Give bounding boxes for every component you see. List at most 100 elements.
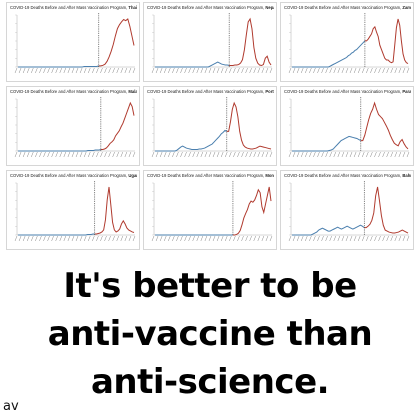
x-tick-label: [253, 151, 256, 158]
x-tick-label: [366, 67, 369, 74]
series-after-vaccination: [364, 18, 409, 64]
x-tick-label: [200, 67, 204, 74]
x-tick-label: [55, 67, 58, 74]
x-tick-label: [124, 67, 128, 74]
x-tick-label: [378, 235, 381, 242]
x-tick-label: [151, 235, 155, 242]
x-tick-label: [132, 67, 136, 74]
chart-panel-uganda: COVID-19 Deaths Before and After Mass Va…: [6, 170, 140, 250]
slogan: It's better to be anti-vaccine than anti…: [0, 262, 420, 406]
x-tick-label: [220, 67, 224, 74]
x-tick-label: [349, 67, 353, 74]
x-tick-label: [155, 235, 159, 242]
x-tick-label: [370, 67, 373, 74]
x-tick-label: [188, 151, 191, 158]
signature: av: [3, 399, 19, 414]
x-tick-label: [216, 235, 220, 242]
x-tick-label: [120, 151, 124, 158]
x-tick-label: [75, 151, 79, 158]
chart-svg: [288, 181, 410, 242]
x-tick-label: [406, 67, 410, 74]
chart-panel-mongolia: COVID-19 Deaths Before and After Mass Va…: [143, 170, 277, 250]
slogan-line-1: It's better to be: [63, 266, 357, 306]
x-tick-label: [386, 67, 389, 74]
chart-title-country: Malaysia: [128, 89, 137, 94]
series-after-vaccination: [232, 186, 272, 236]
x-tick-label: [88, 151, 91, 158]
chart-title-text: COVID-19 Deaths Before and After Mass Va…: [10, 5, 129, 10]
x-tick-label: [317, 235, 320, 242]
x-tick-label: [163, 67, 167, 74]
x-tick-label: [241, 151, 244, 158]
x-tick-label: [353, 67, 357, 74]
x-tick-label: [296, 235, 300, 242]
x-tick-label: [35, 151, 38, 158]
chart-title-text: COVID-19 Deaths Before and After Mass Va…: [147, 173, 266, 178]
x-tick-label: [208, 151, 212, 158]
x-tick-label: [176, 235, 179, 242]
chart-panel-thailand: COVID-19 Deaths Before and After Mass Va…: [6, 2, 140, 82]
x-tick-label: [155, 67, 159, 74]
series-before-vaccination: [292, 224, 365, 236]
x-tick-label: [386, 151, 389, 158]
x-tick-label: [261, 235, 265, 242]
x-tick-label: [382, 67, 385, 74]
x-tick-label: [120, 235, 124, 242]
x-tick-label: [329, 67, 332, 74]
x-tick-label: [366, 151, 369, 158]
x-tick-label: [132, 235, 136, 242]
x-tick-label: [269, 151, 273, 158]
x-tick-label: [390, 67, 393, 74]
x-tick-label: [357, 67, 361, 74]
x-tick-label: [249, 151, 252, 158]
x-tick-label: [59, 151, 62, 158]
x-tick-label: [128, 151, 132, 158]
x-tick-label: [176, 67, 179, 74]
x-tick-label: [26, 67, 30, 74]
x-tick-label: [43, 151, 46, 158]
series-before-vaccination: [18, 233, 95, 236]
x-tick-label: [382, 151, 385, 158]
x-tick-label: [245, 67, 248, 74]
x-tick-label: [151, 151, 155, 158]
x-tick-label: [378, 151, 381, 158]
x-tick-label: [39, 235, 42, 242]
x-tick-label: [288, 67, 292, 74]
series-after-vaccination: [360, 101, 409, 150]
x-tick-label: [188, 67, 191, 74]
chart-title: COVID-19 Deaths Before and After Mass Va…: [284, 173, 411, 178]
x-tick-label: [325, 235, 328, 242]
x-tick-label: [59, 67, 62, 74]
x-tick-label: [120, 67, 124, 74]
x-tick-label: [22, 67, 26, 74]
x-tick-label: [200, 235, 204, 242]
series-before-vaccination: [18, 65, 99, 68]
x-tick-label: [337, 235, 341, 242]
x-tick-label: [104, 151, 107, 158]
x-tick-label: [75, 67, 79, 74]
x-tick-label: [261, 151, 265, 158]
x-tick-label: [71, 235, 75, 242]
x-tick-label: [155, 151, 159, 158]
x-tick-label: [79, 151, 83, 158]
chart-svg: [288, 13, 410, 74]
x-tick-label: [317, 67, 320, 74]
x-tick-label: [257, 151, 261, 158]
x-tick-label: [353, 151, 357, 158]
x-tick-label: [362, 235, 365, 242]
x-tick-label: [196, 151, 199, 158]
x-tick-label: [75, 235, 79, 242]
x-tick-label: [67, 235, 71, 242]
x-tick-label: [357, 151, 361, 158]
x-tick-label: [300, 235, 304, 242]
x-tick-label: [192, 235, 195, 242]
x-tick-label: [220, 151, 224, 158]
x-tick-label: [305, 235, 308, 242]
x-tick-label: [43, 235, 46, 242]
x-tick-label: [14, 67, 18, 74]
x-tick-label: [14, 151, 18, 158]
x-tick-label: [233, 67, 236, 74]
x-tick-label: [112, 67, 115, 74]
x-tick-label: [172, 151, 175, 158]
x-tick-label: [204, 151, 208, 158]
